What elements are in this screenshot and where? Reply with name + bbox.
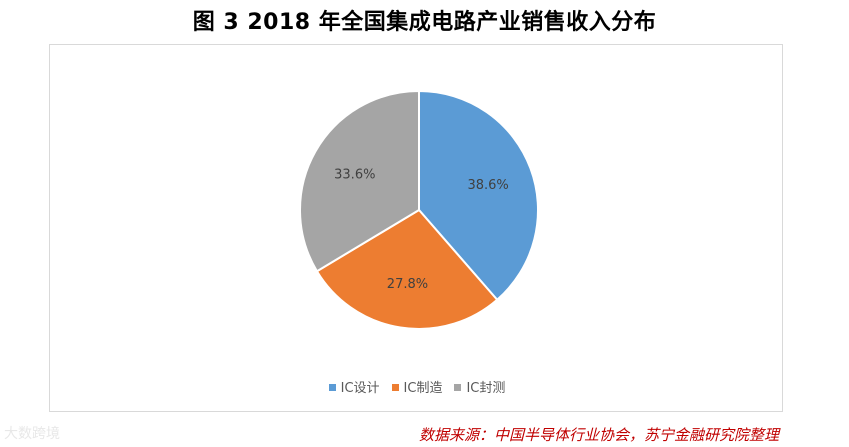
slice-data-label-2: 33.6% bbox=[334, 168, 375, 183]
legend-swatch-2 bbox=[454, 384, 462, 391]
legend-item-1: IC制造 bbox=[391, 377, 443, 396]
legend-label-2: IC封测 bbox=[466, 381, 506, 396]
pie-slice-0 bbox=[418, 89, 539, 302]
legend-swatch-0 bbox=[328, 384, 336, 391]
slice-data-label-1: 27.8% bbox=[387, 277, 428, 292]
legend-label-1: IC制造 bbox=[403, 381, 443, 396]
watermark-text: 大数跨境 bbox=[4, 426, 60, 442]
pie-chart: 38.6% 27.8% 33.6% bbox=[299, 89, 539, 330]
pie-slice-1 bbox=[315, 208, 499, 330]
slice-data-label-0: 38.6% bbox=[467, 178, 508, 193]
chart-legend: IC设计 IC制造 IC封测 bbox=[50, 377, 784, 396]
legend-swatch-1 bbox=[391, 384, 399, 391]
legend-item-2: IC封测 bbox=[454, 377, 505, 396]
chart-area: 38.6% 27.8% 33.6% IC设计 IC制造 IC封测 bbox=[49, 44, 783, 412]
legend-item-0: IC设计 bbox=[328, 377, 380, 396]
legend-label-0: IC设计 bbox=[340, 381, 380, 396]
chart-title: 图 3 2018 年全国集成电路产业销售收入分布 bbox=[192, 10, 657, 35]
source-note: 数据来源：中国半导体行业协会，苏宁金融研究院整理 bbox=[418, 426, 779, 444]
pie-slice-2 bbox=[299, 89, 420, 273]
